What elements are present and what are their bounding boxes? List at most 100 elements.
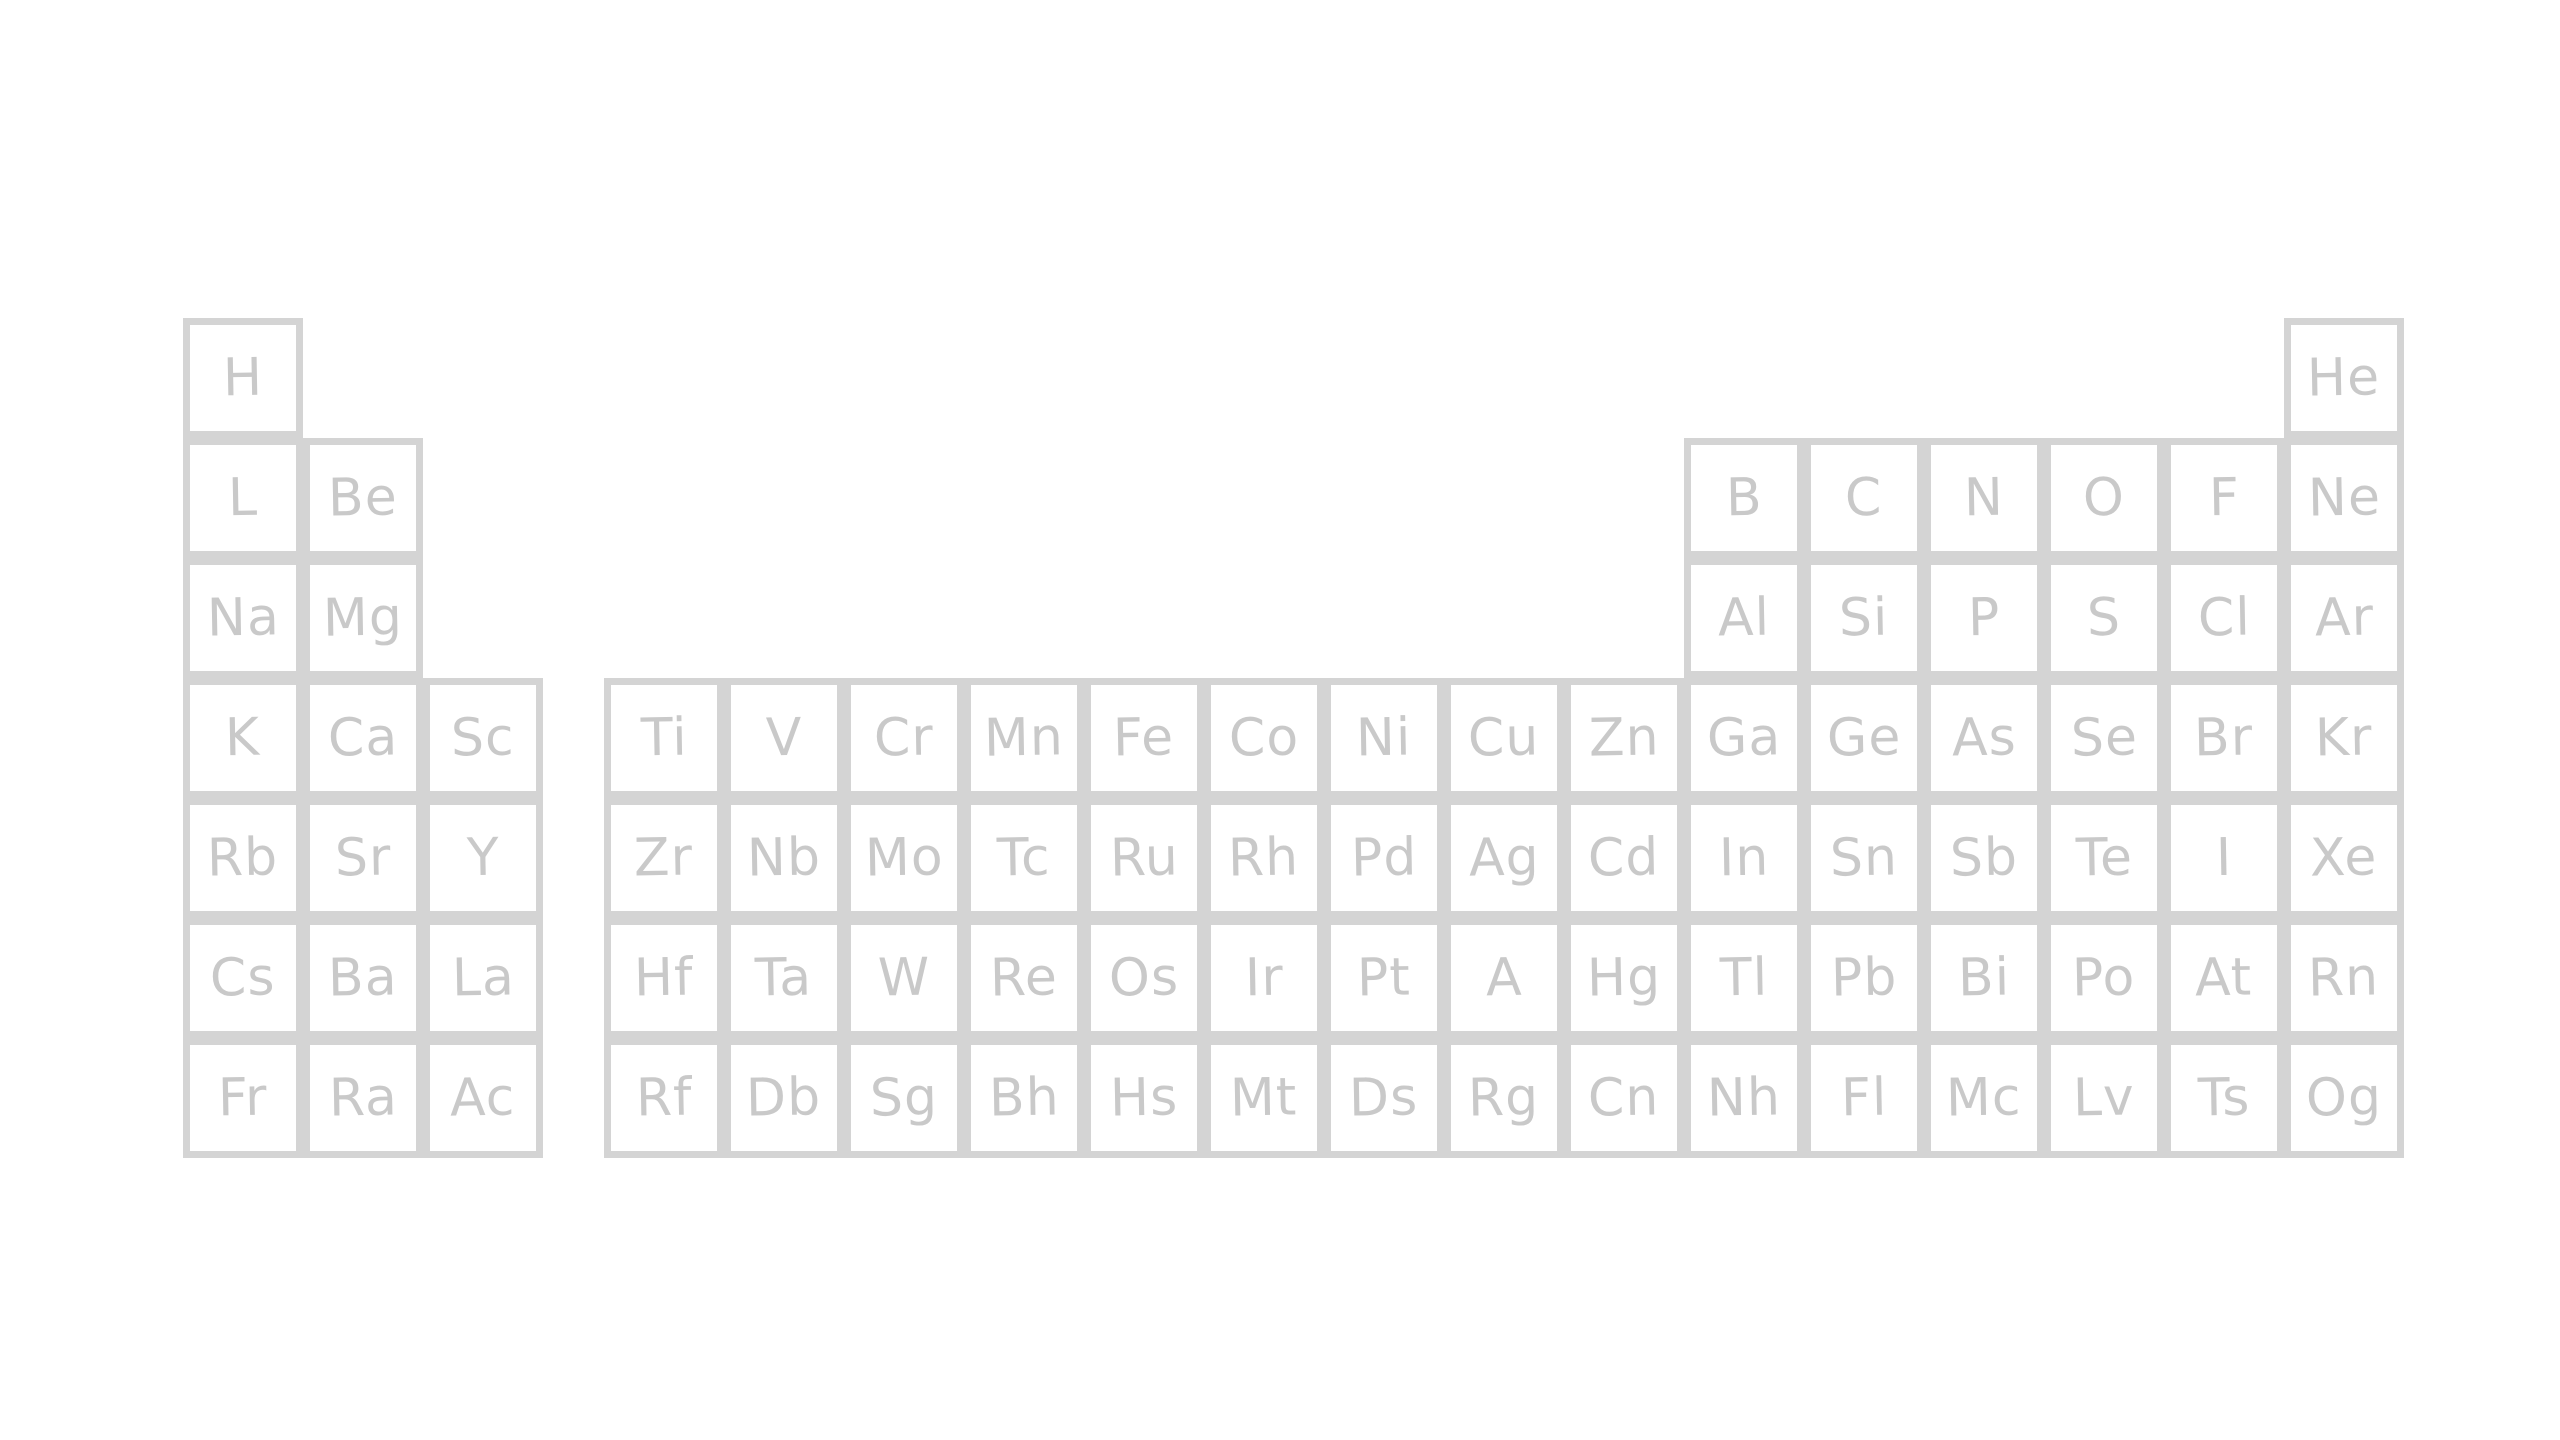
element-symbol: As <box>1951 707 2017 769</box>
element-cell-sc: Sc <box>423 678 543 798</box>
element-cell-w: W <box>844 918 964 1038</box>
element-symbol: P <box>1967 587 2001 649</box>
element-symbol: Db <box>745 1067 823 1129</box>
element-symbol: Nh <box>1706 1067 1782 1129</box>
element-cell-nh: Nh <box>1684 1038 1804 1158</box>
element-symbol: Bi <box>1957 947 2011 1009</box>
element-symbol: Al <box>1717 587 1771 649</box>
element-symbol: N <box>1963 467 2005 529</box>
element-symbol: V <box>765 707 803 769</box>
element-cell-mt: Mt <box>1204 1038 1324 1158</box>
element-cell-po: Po <box>2044 918 2164 1038</box>
element-symbol: Mg <box>322 587 404 649</box>
element-symbol: Na <box>206 587 280 649</box>
element-symbol: Ni <box>1355 707 1413 769</box>
element-symbol: Fe <box>1112 707 1176 769</box>
element-symbol: Po <box>2071 947 2137 1009</box>
element-symbol: Ba <box>327 947 399 1009</box>
element-cell-fe: Fe <box>1084 678 1204 798</box>
element-symbol: Rf <box>635 1067 693 1129</box>
element-symbol: Bh <box>988 1067 1060 1129</box>
element-symbol: Cn <box>1587 1067 1661 1129</box>
element-symbol: Mo <box>864 827 944 889</box>
element-symbol: Sc <box>450 707 516 769</box>
element-symbol: Cu <box>1467 707 1541 769</box>
element-cell-ts: Ts <box>2164 1038 2284 1158</box>
element-cell-hg: Hg <box>1564 918 1684 1038</box>
element-cell-mo: Mo <box>844 798 964 918</box>
element-symbol: Os <box>1108 947 1180 1009</box>
element-symbol: B <box>1725 467 1763 529</box>
element-symbol: Pb <box>1830 947 1898 1009</box>
element-cell-co: Co <box>1204 678 1324 798</box>
element-symbol: Te <box>2075 827 2133 889</box>
element-cell-ar: Ar <box>2284 558 2404 678</box>
element-symbol: C <box>1844 467 1884 529</box>
element-cell-ba: Ba <box>303 918 423 1038</box>
element-cell-fr: Fr <box>183 1038 303 1158</box>
element-cell-rg: Rg <box>1444 1038 1564 1158</box>
element-cell-mn: Mn <box>964 678 1084 798</box>
element-cell-hs: Hs <box>1084 1038 1204 1158</box>
element-cell-in: In <box>1684 798 1804 918</box>
element-cell-ne: Ne <box>2284 438 2404 558</box>
element-cell-y: Y <box>423 798 543 918</box>
element-cell-cu: Cu <box>1444 678 1564 798</box>
element-cell-zn: Zn <box>1564 678 1684 798</box>
element-cell-ni: Ni <box>1324 678 1444 798</box>
element-cell-ti: Ti <box>604 678 724 798</box>
element-cell-i: I <box>2164 798 2284 918</box>
element-cell-ag: Ag <box>1444 798 1564 918</box>
element-symbol: Ar <box>2313 587 2374 649</box>
element-symbol: Tl <box>1719 947 1769 1009</box>
element-symbol: Sr <box>334 827 392 889</box>
element-cell-s: S <box>2044 558 2164 678</box>
element-symbol: Kr <box>2314 707 2374 769</box>
element-symbol: Ts <box>2197 1067 2251 1129</box>
element-symbol: S <box>2086 587 2122 649</box>
element-cell-b: B <box>1684 438 1804 558</box>
element-symbol: Se <box>2069 707 2139 769</box>
element-cell-c: C <box>1804 438 1924 558</box>
element-cell-ta: Ta <box>724 918 844 1038</box>
element-symbol: Sg <box>869 1067 939 1129</box>
element-symbol: Ca <box>327 707 399 769</box>
element-cell-p: P <box>1924 558 2044 678</box>
element-cell-cr: Cr <box>844 678 964 798</box>
element-cell-cn: Cn <box>1564 1038 1684 1158</box>
element-symbol: Pt <box>1356 947 1412 1009</box>
element-symbol: Co <box>1228 707 1300 769</box>
element-cell-cd: Cd <box>1564 798 1684 918</box>
element-cell-be: Be <box>303 438 423 558</box>
element-cell-fl: Fl <box>1804 1038 1924 1158</box>
element-symbol: Fr <box>217 1067 269 1129</box>
element-cell-pd: Pd <box>1324 798 1444 918</box>
element-cell-ac: Ac <box>423 1038 543 1158</box>
element-symbol: Ge <box>1826 707 1902 769</box>
element-cell-sg: Sg <box>844 1038 964 1158</box>
element-cell-rn: Rn <box>2284 918 2404 1038</box>
element-cell-ra: Ra <box>303 1038 423 1158</box>
element-symbol: Mc <box>1945 1067 2023 1129</box>
element-cell-mg: Mg <box>303 558 423 678</box>
element-symbol: In <box>1718 827 1770 889</box>
element-cell-mc: Mc <box>1924 1038 2044 1158</box>
element-symbol: Cs <box>209 947 277 1009</box>
element-symbol: Ga <box>1706 707 1782 769</box>
element-cell-se: Se <box>2044 678 2164 798</box>
element-cell-l: L <box>183 438 303 558</box>
element-cell-ge: Ge <box>1804 678 1924 798</box>
element-symbol: L <box>227 467 259 529</box>
element-cell-bi: Bi <box>1924 918 2044 1038</box>
element-cell-k: K <box>183 678 303 798</box>
element-symbol: Hf <box>633 947 695 1009</box>
element-cell-ca: Ca <box>303 678 423 798</box>
element-symbol: Cd <box>1587 827 1661 889</box>
element-cell-as: As <box>1924 678 2044 798</box>
element-symbol: At <box>2194 947 2254 1009</box>
element-symbol: Hg <box>1586 947 1662 1009</box>
element-cell-tc: Tc <box>964 798 1084 918</box>
element-cell-os: Os <box>1084 918 1204 1038</box>
element-symbol: Mt <box>1229 1067 1299 1129</box>
element-symbol: Sn <box>1829 827 1899 889</box>
